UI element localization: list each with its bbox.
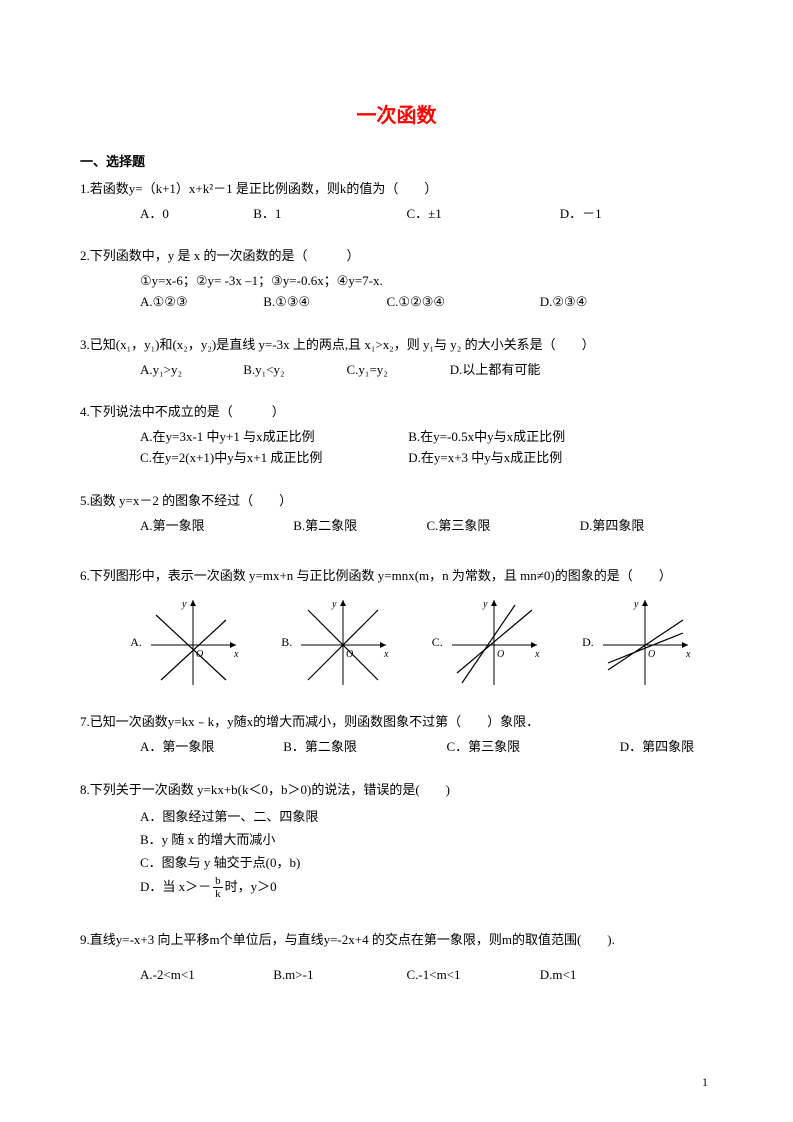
fraction: bk — [213, 875, 223, 900]
question-text: 1.若函数y=（k+1）x+k²－1 是正比例函数，则k的值为（ ） — [80, 179, 713, 200]
option-c: C.①②③④ — [387, 292, 537, 313]
question-text: 7.已知一次函数y=kx﹣k，y随x的增大而减小，则函数图象不过第（ ）象限． — [80, 712, 713, 733]
question-4: 4.下列说法中不成立的是（ ） A.在y=3x-1 中y+1 与x成正比例 B.… — [80, 402, 713, 468]
option-a: A.①②③ — [140, 292, 260, 313]
options: A.-2<m<1 B.m>-1 C.-1<m<1 D.m<1 — [80, 965, 713, 986]
option-d: D．当 x＞－bk时，y＞0 — [140, 875, 713, 901]
svg-text:y: y — [331, 599, 337, 610]
graph-label: A. — [130, 633, 142, 652]
page-number: 1 — [702, 1073, 708, 1092]
question-8: 8.下列关于一次函数 y=kx+b(k＜0，b＞0)的说法，错误的是( ) A．… — [80, 780, 713, 901]
svg-text:O: O — [497, 649, 504, 660]
question-5: 5.函数 y=x－2 的图象不经过（ ） A.第一象限 B.第二象限 C.第三象… — [80, 491, 713, 537]
option-a: A．图象经过第一、二、四象限 — [140, 805, 713, 828]
option-d: D．－1 — [560, 204, 602, 225]
options: A．第一象限 B．第二象限 C．第三象限 D．第四象限 — [80, 737, 713, 758]
question-text: 3.已知(x₁，y₁)和(x₂，y₂)是直线 y=-3x 上的两点,且 x₁>x… — [80, 335, 713, 356]
option-c: C.-1<m<1 — [407, 965, 537, 986]
svg-text:O: O — [648, 649, 655, 660]
option-a: A．第一象限 — [140, 737, 280, 758]
sub-expressions: ①y=x-6；②y= -3x –1；③y=-0.6x；④y=7-x. — [80, 271, 713, 292]
question-2: 2.下列函数中，y 是 x 的一次函数的是（ ） ①y=x-6；②y= -3x … — [80, 246, 713, 312]
option-a: A.-2<m<1 — [140, 965, 270, 986]
svg-text:y: y — [482, 599, 488, 610]
section-header: 一、选择题 — [80, 152, 713, 173]
page-title: 一次函数 — [80, 100, 713, 132]
option-d: D.第四象限 — [580, 516, 645, 537]
svg-text:x: x — [685, 649, 691, 660]
graphs-row: A. x y O B. x y O — [80, 595, 713, 690]
graph-option-b: B. x y O — [281, 595, 391, 690]
question-text: 9.直线y=-x+3 向上平移m个单位后，与直线y=-2x+4 的交点在第一象限… — [80, 930, 713, 951]
question-6: 6.下列图形中，表示一次函数 y=mx+n 与正比例函数 y=mnx(m，n 为… — [80, 566, 713, 690]
graph-d-svg: x y O — [598, 595, 693, 690]
question-7: 7.已知一次函数y=kx﹣k，y随x的增大而减小，则函数图象不过第（ ）象限． … — [80, 712, 713, 758]
options: A.y₁>y₂ B.y₁<y₂ C.y₁=y₂ D.以上都有可能 — [80, 360, 713, 381]
denominator: k — [213, 888, 223, 900]
graph-label: C. — [432, 633, 443, 652]
svg-text:x: x — [534, 649, 540, 660]
graph-label: B. — [281, 633, 292, 652]
graph-c-svg: x y O — [447, 595, 542, 690]
option-d-pre: D．当 x＞－ — [140, 879, 211, 894]
option-c: C．第三象限 — [447, 737, 617, 758]
option-b: B.第二象限 — [293, 516, 423, 537]
graph-label: D. — [582, 633, 594, 652]
option-c: C.第三象限 — [427, 516, 577, 537]
option-d: D.在y=x+3 中y与x成正比例 — [408, 448, 562, 469]
graph-option-c: C. x y O — [432, 595, 542, 690]
options: A.在y=3x-1 中y+1 与x成正比例 B.在y=-0.5x中y与x成正比例… — [80, 427, 713, 469]
option-a: A.y₁>y₂ — [140, 360, 240, 381]
question-text: 6.下列图形中，表示一次函数 y=mx+n 与正比例函数 y=mnx(m，n 为… — [80, 566, 713, 587]
option-d: D.以上都有可能 — [450, 360, 541, 381]
svg-text:y: y — [181, 599, 187, 610]
option-a: A.在y=3x-1 中y+1 与x成正比例 — [140, 427, 405, 448]
option-b: B．y 随 x 的增大而减小 — [140, 828, 713, 851]
graph-b-svg: x y O — [296, 595, 391, 690]
svg-text:x: x — [233, 649, 239, 660]
options: A.第一象限 B.第二象限 C.第三象限 D.第四象限 — [80, 516, 713, 537]
question-text: 4.下列说法中不成立的是（ ） — [80, 402, 713, 423]
option-c: C.在y=2(x+1)中y与x+1 成正比例 — [140, 448, 405, 469]
question-text: 2.下列函数中，y 是 x 的一次函数的是（ ） — [80, 246, 713, 267]
question-9: 9.直线y=-x+3 向上平移m个单位后，与直线y=-2x+4 的交点在第一象限… — [80, 930, 713, 986]
options-vertical: A．图象经过第一、二、四象限 B．y 随 x 的增大而减小 C．图象与 y 轴交… — [80, 805, 713, 901]
svg-text:y: y — [633, 599, 639, 610]
option-d: D.m<1 — [540, 965, 577, 986]
option-d: D．第四象限 — [620, 737, 694, 758]
graph-a-svg: x y O — [146, 595, 241, 690]
graph-option-d: D. x y O — [582, 595, 693, 690]
option-b: B.①③④ — [263, 292, 383, 313]
option-b: B．第二象限 — [283, 737, 443, 758]
options: A.①②③ B.①③④ C.①②③④ D.②③④ — [80, 292, 713, 313]
option-d: D.②③④ — [540, 292, 588, 313]
svg-text:x: x — [383, 649, 389, 660]
option-b: B．1 — [253, 204, 403, 225]
option-b: B.m>-1 — [273, 965, 403, 986]
option-c: C．图象与 y 轴交于点(0，b) — [140, 851, 713, 874]
options: A．0 B．1 C．±1 D．－1 — [80, 204, 713, 225]
option-a: A．0 — [140, 204, 250, 225]
option-a: A.第一象限 — [140, 516, 290, 537]
option-d-post: 时，y＞0 — [225, 879, 277, 894]
question-1: 1.若函数y=（k+1）x+k²－1 是正比例函数，则k的值为（ ） A．0 B… — [80, 179, 713, 225]
numerator: b — [213, 875, 223, 888]
question-text: 5.函数 y=x－2 的图象不经过（ ） — [80, 491, 713, 512]
option-c: C.y₁=y₂ — [347, 360, 447, 381]
option-b: B.y₁<y₂ — [243, 360, 343, 381]
question-text: 8.下列关于一次函数 y=kx+b(k＜0，b＞0)的说法，错误的是( ) — [80, 780, 713, 801]
option-c: C．±1 — [407, 204, 557, 225]
graph-option-a: A. x y O — [130, 595, 241, 690]
option-b: B.在y=-0.5x中y与x成正比例 — [408, 427, 565, 448]
question-3: 3.已知(x₁，y₁)和(x₂，y₂)是直线 y=-3x 上的两点,且 x₁>x… — [80, 335, 713, 381]
